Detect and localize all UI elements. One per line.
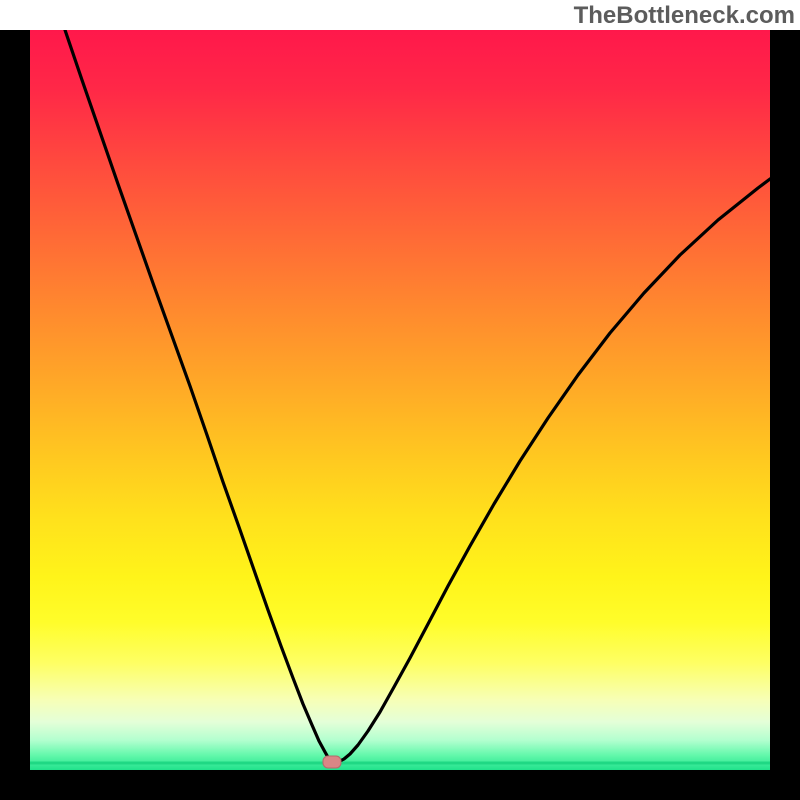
border-bottom <box>0 770 800 800</box>
bottleneck-chart-root: TheBottleneck.com <box>0 0 800 800</box>
border-left <box>0 30 30 800</box>
watermark-text: TheBottleneck.com <box>574 2 795 29</box>
border-right <box>770 30 800 800</box>
gradient-background <box>30 30 770 770</box>
curve-min-marker <box>323 756 341 768</box>
bottleneck-chart-svg: TheBottleneck.com <box>0 0 800 800</box>
